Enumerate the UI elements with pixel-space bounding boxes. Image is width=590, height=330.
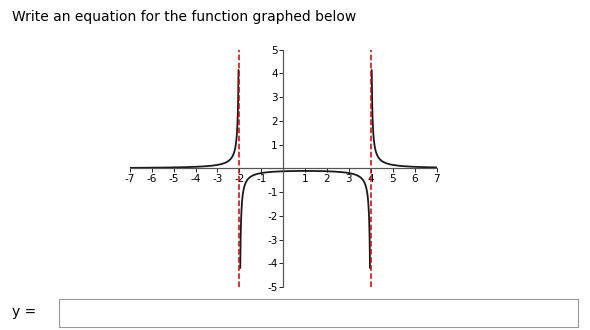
Text: Write an equation for the function graphed below: Write an equation for the function graph… [12,10,356,24]
Text: y =: y = [12,305,36,319]
